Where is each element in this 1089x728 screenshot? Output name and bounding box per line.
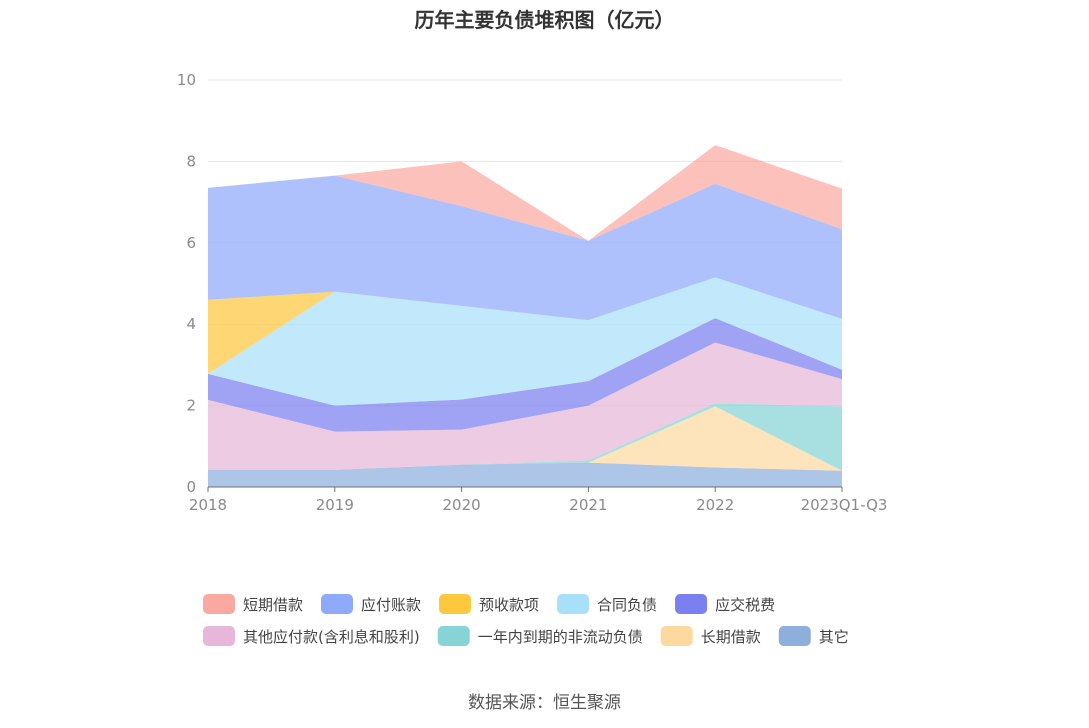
y-tick-label: 4 [186,315,196,333]
area-一年内到期的非流动负债 [208,403,842,471]
legend-label: 长期借款 [701,628,761,646]
y-tick-label: 8 [186,152,196,170]
legend-swatch [778,626,811,646]
y-tick-label: 0 [186,478,196,496]
legend-swatch [203,626,235,646]
area-短期借款 [208,145,842,241]
legend-swatch [203,594,235,614]
x-tick-label: 2023Q1-Q3 [801,496,888,514]
legend-swatch [321,594,354,614]
area-其他应付款(含利息和股利) [208,342,842,470]
x-tick-label: 2020 [443,496,481,514]
legend-label: 其他应付款(含利息和股利) [243,628,420,646]
x-tick-label: 2018 [189,496,227,514]
legend-label: 一年内到期的非流动负债 [478,628,643,646]
chart-title: 历年主要负债堆积图（亿元） [414,8,675,32]
area-合同负债 [208,277,842,406]
x-tick-label: 2021 [569,496,607,514]
legend-label: 应交税费 [715,596,775,614]
legend-label: 应付账款 [361,596,421,614]
legend-swatch [557,594,590,614]
legend-label: 其它 [819,628,849,646]
data-source: 数据来源：恒生聚源 [468,693,621,713]
legend-swatch [437,626,470,646]
legend-swatch [660,626,693,646]
y-tick-label: 10 [177,71,196,89]
area-应交税费 [208,318,842,432]
legend-swatch [675,594,708,614]
area-应付账款 [208,175,842,321]
y-tick-label: 6 [186,234,196,252]
legend-label: 短期借款 [243,596,303,614]
legend-label: 预收款项 [479,596,539,614]
x-tick-label: 2022 [696,496,734,514]
x-tick-label: 2019 [316,496,354,514]
area-其它 [208,462,842,487]
area-长期借款 [208,406,842,471]
y-tick-label: 2 [186,397,196,415]
legend-swatch [439,594,472,614]
legend-label: 合同负债 [597,596,657,614]
